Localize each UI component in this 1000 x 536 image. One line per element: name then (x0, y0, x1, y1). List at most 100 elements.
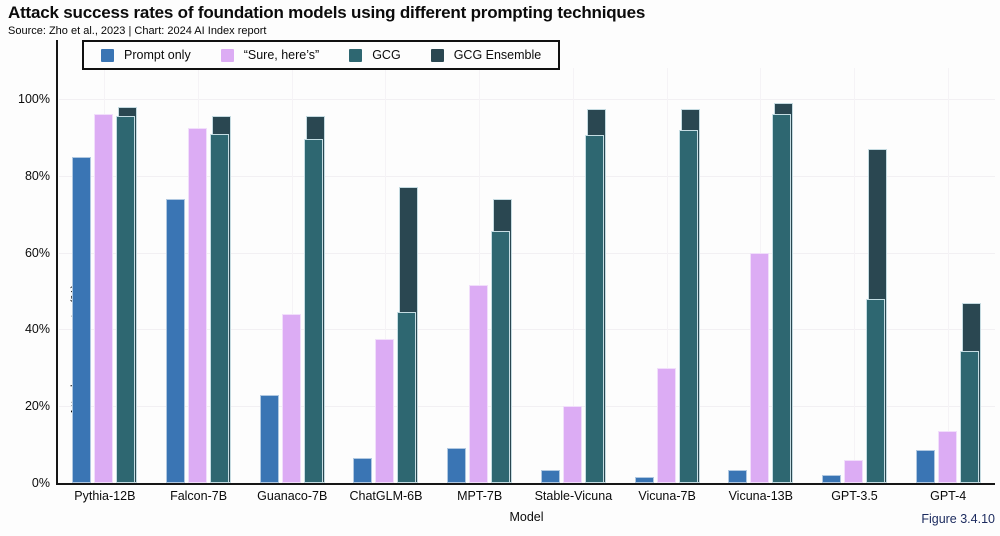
y-tick-label-60: 60% (24, 245, 50, 260)
gridline-v (947, 68, 949, 483)
bar-prompt-only (72, 156, 92, 483)
x-axis-label: Model (509, 510, 544, 524)
legend-label: GCG (372, 48, 401, 62)
figure-label: Figure 3.4.10 (921, 512, 995, 526)
bar-gcg (678, 129, 698, 483)
bar-sure-here-s (750, 252, 770, 483)
page-subtitle: Source: Zho et al., 2023 | Chart: 2024 A… (8, 25, 267, 37)
bar-stack-gcg (116, 99, 138, 483)
legend-swatch-gcg-ensemble (430, 48, 444, 62)
legend-label: Prompt only (124, 48, 191, 62)
bar-group-pythia-12b (58, 99, 152, 483)
bar-prompt-only (353, 458, 373, 483)
bar-gcg (210, 133, 230, 483)
bar-gcg (959, 350, 979, 483)
legend-swatch-gcg (349, 48, 363, 62)
chart-plot: Attack success rate (%) (58, 68, 995, 483)
y-tick-label-100: 100% (18, 92, 50, 106)
bar-gcg (865, 298, 885, 483)
bar-stack-gcg (678, 99, 700, 483)
gridline-v (572, 68, 574, 483)
bar-stack-gcg (772, 99, 794, 483)
gridline-h-20 (59, 406, 995, 408)
y-tick-label-40: 40% (24, 322, 50, 337)
gridline-v (479, 68, 481, 483)
bar-prompt-only (166, 198, 186, 483)
bar-stack-gcg (491, 99, 513, 483)
legend-label: “Sure, here’s” (243, 48, 320, 62)
bar-prompt-only (728, 469, 748, 483)
bar-sure-here-s (562, 406, 582, 483)
y-tick-label-20: 20% (24, 399, 50, 414)
bar-gcg (491, 231, 511, 483)
legend-item-prompt-only: Prompt only (101, 48, 191, 62)
bar-group-guanaco-7b (245, 99, 339, 483)
y-axis-line (56, 40, 58, 485)
bar-sure-here-s (375, 339, 395, 483)
bar-stack-gcg (397, 99, 419, 483)
gridline-h-60 (59, 252, 995, 254)
legend: Prompt only “Sure, here’s” GCG GCG Ensemble (82, 40, 561, 70)
bar-prompt-only (540, 469, 560, 483)
legend-item-sure-here-s: “Sure, here’s” (220, 48, 320, 62)
bar-stack-gcg (959, 99, 981, 483)
bar-sure-here-s (937, 431, 957, 483)
bar-gcg (584, 135, 604, 483)
bar-prompt-only (821, 475, 841, 483)
x-tick-label-gpt-4: GPT-4 (930, 489, 967, 503)
legend-item-gcg: GCG (349, 48, 401, 62)
bar-prompt-only (634, 477, 654, 483)
bar-group-gpt-4 (901, 99, 995, 483)
bar-sure-here-s (656, 367, 676, 483)
bar-gcg (397, 312, 417, 483)
legend-swatch-sure-here-s (220, 48, 234, 62)
bar-sure-here-s (469, 285, 489, 483)
x-tick-label-stable-vicuna: Stable-Vicuna (534, 489, 613, 503)
x-tick-label-mpt-7b: MPT-7B (457, 489, 503, 503)
bar-gcg (116, 116, 136, 483)
bar-group-falcon-7b (152, 99, 246, 483)
bar-stack-gcg (865, 99, 887, 483)
gridline-v (666, 68, 668, 483)
bar-sure-here-s (188, 127, 208, 483)
x-tick-labels: Pythia-12B Falcon-7B Guanaco-7B ChatGLM-6B M… (58, 489, 995, 503)
x-tick-label-vicuna-13b: Vicuna-13B (728, 489, 793, 503)
bar-group-vicuna-7b (620, 99, 714, 483)
x-axis-line (56, 483, 995, 485)
bar-stack-gcg (210, 99, 232, 483)
bar-stack-gcg (303, 99, 325, 483)
bar-gcg (303, 139, 323, 483)
x-tick-label-chatglm-6b: ChatGLM-6B (349, 489, 423, 503)
bar-prompt-only (915, 450, 935, 483)
bar-gcg (772, 114, 792, 483)
legend-item-gcg-ensemble: GCG Ensemble (430, 48, 542, 62)
gridline-v (291, 68, 293, 483)
bar-sure-here-s (281, 314, 301, 483)
bar-group-vicuna-13b (714, 99, 808, 483)
bar-group-stable-vicuna (527, 99, 621, 483)
bar-group-mpt-7b (433, 99, 527, 483)
x-tick-label-vicuna-7b: Vicuna-7B (638, 489, 696, 503)
x-tick-label-pythia-12b: Pythia-12B (74, 489, 136, 503)
gridline-h-100 (59, 99, 995, 100)
bar-group-chatglm-6b (339, 99, 433, 483)
gridline-v (385, 68, 387, 483)
bar-prompt-only (259, 394, 279, 483)
legend-label: GCG Ensemble (453, 48, 542, 62)
gridline-v (853, 68, 855, 483)
gridline-h-40 (59, 329, 995, 331)
gridline-h-80 (59, 175, 995, 177)
page-title: Attack success rates of foundation model… (8, 3, 646, 22)
bars-area (58, 99, 995, 483)
x-tick-label-falcon-7b: Falcon-7B (170, 489, 228, 503)
y-tick-label-80: 80% (24, 168, 50, 183)
bar-stack-gcg (584, 99, 606, 483)
legend-swatch-prompt-only (101, 48, 114, 62)
x-tick-label-guanaco-7b: Guanaco-7B (257, 489, 328, 503)
bar-group-gpt-3-5 (808, 99, 902, 483)
x-tick-label-gpt-3-5: GPT-3.5 (831, 489, 878, 503)
bar-prompt-only (447, 448, 467, 483)
bar-sure-here-s (843, 459, 863, 483)
y-tick-label-0: 0% (31, 476, 50, 490)
